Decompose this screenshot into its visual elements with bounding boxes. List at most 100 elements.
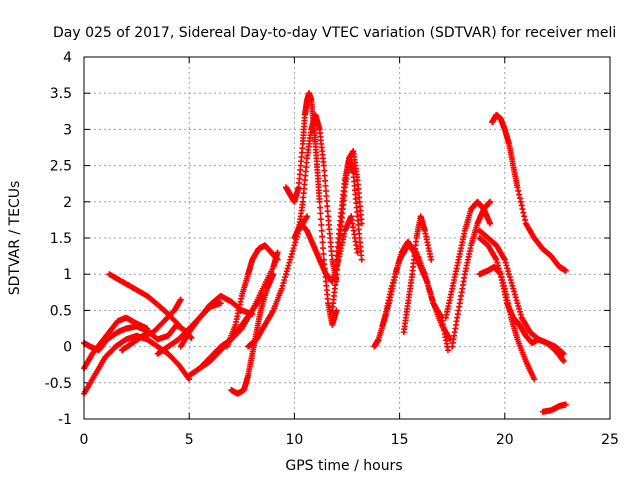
data-point	[288, 250, 295, 257]
data-point	[358, 256, 365, 263]
data-point	[511, 288, 518, 295]
data-point	[283, 268, 290, 275]
data-point	[516, 195, 523, 202]
data-point	[509, 282, 516, 289]
data-point	[503, 262, 510, 269]
data-point	[515, 303, 522, 310]
data-point	[560, 358, 567, 365]
x-tick-label: 0	[80, 432, 89, 448]
data-point	[502, 259, 509, 266]
data-point	[518, 202, 525, 209]
data-point	[292, 239, 299, 246]
data-point	[282, 271, 289, 278]
y-tick-label: 3	[63, 122, 72, 138]
data-point	[562, 401, 569, 408]
data-point	[487, 220, 494, 227]
y-tick-label: 2	[63, 195, 72, 211]
data-point	[288, 253, 295, 260]
data-point	[270, 271, 277, 278]
data-point	[513, 297, 520, 304]
x-tick-label: 10	[285, 432, 303, 448]
data-point	[174, 320, 181, 327]
data-series	[106, 271, 182, 328]
plot-frame	[83, 56, 611, 420]
data-series	[245, 213, 311, 350]
data-point	[318, 221, 325, 228]
data-point	[504, 265, 511, 272]
data-point	[323, 198, 330, 205]
data-point	[323, 193, 330, 200]
data-point	[510, 285, 517, 292]
data-point	[487, 198, 494, 205]
data-point	[274, 249, 281, 256]
data-point	[511, 291, 518, 298]
data-point	[285, 262, 292, 269]
data-series	[295, 111, 340, 285]
data-point	[322, 182, 329, 189]
data-point	[284, 265, 291, 272]
data-point	[175, 321, 182, 328]
data-point	[517, 198, 524, 205]
x-tick-label: 20	[496, 432, 514, 448]
x-tick-label: 5	[185, 432, 194, 448]
gridlines	[84, 57, 610, 419]
data-point	[177, 296, 184, 303]
data-point	[317, 204, 324, 211]
data-point	[521, 216, 528, 223]
data-point	[517, 311, 524, 318]
data-point	[516, 191, 523, 198]
y-tick-label: 2.5	[50, 159, 72, 175]
data-point	[279, 282, 286, 289]
data-point	[304, 213, 311, 220]
y-tick-label: 3.5	[50, 86, 72, 102]
y-axis-label: SDTVAR / TECUs	[7, 181, 23, 296]
data-point	[280, 279, 287, 286]
data-series	[449, 198, 494, 350]
data-series	[177, 292, 256, 350]
data-point	[316, 198, 323, 205]
y-tick-label: 0	[63, 340, 72, 356]
data-point	[494, 259, 501, 266]
data-point	[278, 285, 285, 292]
data-point	[320, 162, 327, 169]
y-tick-label: -0.5	[45, 376, 72, 392]
x-tick-label: 15	[391, 432, 409, 448]
axis-ticks: -1 -0.5 0 0.5 1 1.5 2 2.5 3 3.5 4 0 5 10 15 20 25	[45, 50, 619, 448]
data-point	[320, 245, 327, 252]
chart-title: Day 025 of 2017, Sidereal Day-to-day VTE…	[53, 25, 616, 41]
data-series	[489, 111, 569, 274]
data-point	[516, 308, 523, 315]
data-point	[274, 256, 281, 263]
y-tick-label: 1	[63, 267, 72, 283]
data-point	[286, 259, 293, 266]
data-point	[322, 177, 329, 184]
data-point	[560, 350, 567, 357]
data-point	[512, 294, 519, 301]
data-point	[320, 250, 327, 257]
data-point	[520, 209, 527, 216]
data-series	[442, 198, 494, 321]
data-point	[521, 213, 528, 220]
data-series	[400, 213, 435, 336]
data-point	[507, 276, 514, 283]
data-point	[358, 220, 365, 227]
data-point	[493, 256, 500, 263]
data-point	[282, 274, 289, 281]
data-series	[476, 263, 567, 365]
data-point	[324, 208, 331, 215]
data-point	[428, 256, 435, 263]
data-point	[322, 187, 329, 194]
y-tick-label: 1.5	[50, 231, 72, 247]
data-point	[515, 187, 522, 194]
data-series	[539, 401, 569, 415]
data-point	[188, 334, 195, 341]
x-axis-label: GPS time / hours	[285, 458, 402, 474]
data-point	[514, 300, 521, 307]
data-point	[506, 271, 513, 278]
data-point	[516, 305, 523, 312]
data-point	[508, 279, 515, 286]
data-points	[81, 90, 569, 415]
data-point	[291, 242, 298, 249]
data-series	[224, 242, 281, 350]
